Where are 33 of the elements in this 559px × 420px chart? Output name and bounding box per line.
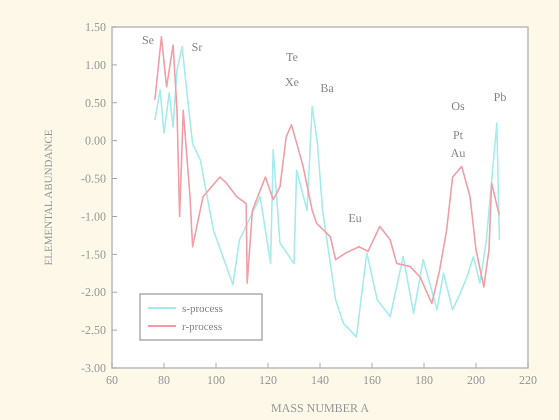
x-tick-label: 120: [259, 373, 277, 387]
y-tick-label: 1.50: [85, 20, 106, 34]
annotation: Te: [286, 50, 298, 64]
legend-label: s-process: [182, 303, 223, 315]
y-tick-label: -2.00: [81, 285, 106, 300]
annotation: Os: [451, 99, 465, 113]
annotation: Pt: [452, 128, 464, 142]
annotation: Pb: [494, 90, 506, 104]
y-tick-label: 0.00: [85, 134, 106, 148]
legend-label: r-process: [182, 321, 222, 333]
annotation: Au: [450, 146, 466, 160]
y-axis-title: ELEMENTAL ABUNDANCE: [43, 129, 55, 266]
y-tick-label: -1.00: [81, 209, 106, 224]
y-tick-label: -3.00: [81, 361, 106, 375]
x-axis-title: MASS NUMBER A: [270, 401, 370, 415]
x-tick-label: 180: [415, 373, 433, 387]
x-tick-label: 100: [207, 373, 225, 387]
y-tick-label: -0.50: [81, 172, 106, 186]
x-tick-label: 60: [106, 373, 118, 387]
annotation: Sr: [192, 40, 202, 54]
y-tick-label: 0.50: [85, 96, 106, 110]
annotation: Xe: [285, 75, 299, 89]
annotation: Ba: [320, 81, 334, 95]
annotation: Se: [142, 33, 154, 47]
y-tick-label: -1.50: [81, 247, 106, 262]
x-tick-label: 220: [519, 373, 537, 387]
y-tick-label: -2.50: [81, 323, 106, 338]
x-tick-label: 80: [158, 373, 170, 387]
y-tick-label: 1.00: [85, 58, 106, 72]
annotation: Eu: [348, 211, 362, 225]
x-tick-label: 160: [363, 373, 381, 387]
x-tick-label: 140: [311, 373, 329, 387]
x-tick-label: 200: [467, 373, 485, 387]
